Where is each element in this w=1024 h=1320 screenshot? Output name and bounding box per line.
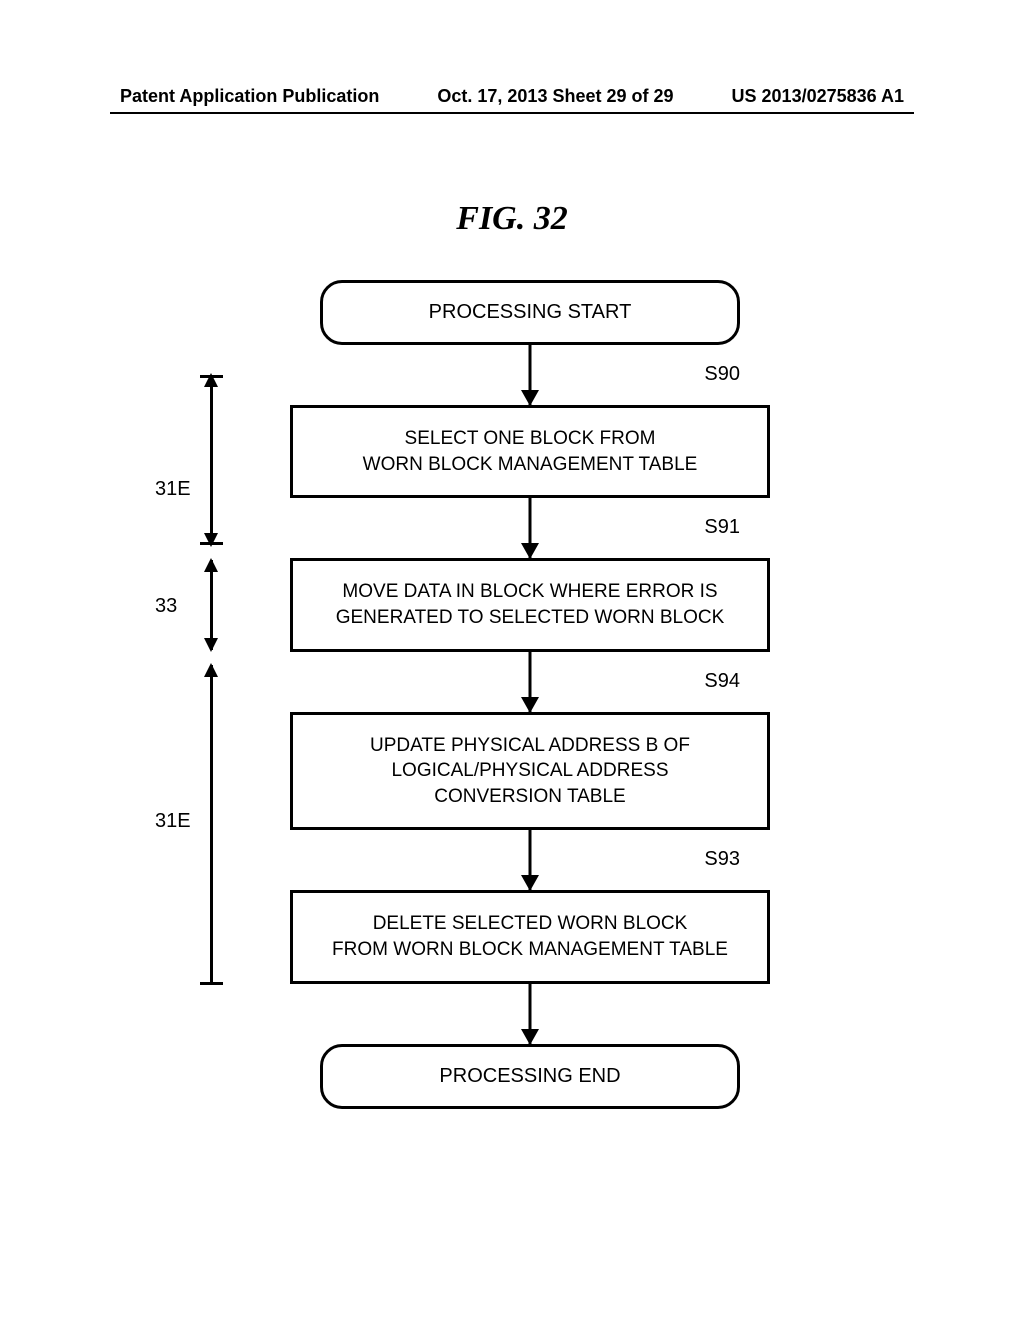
- connector-end: [290, 984, 770, 1044]
- process-text: UPDATE PHYSICAL ADDRESS B OFLOGICAL/PHYS…: [370, 735, 690, 807]
- process-s91: MOVE DATA IN BLOCK WHERE ERROR ISGENERAT…: [290, 558, 770, 651]
- header-rule: [110, 112, 914, 114]
- step-label-s90: S90: [704, 363, 740, 386]
- process-s94: UPDATE PHYSICAL ADDRESS B OFLOGICAL/PHYS…: [290, 712, 770, 831]
- terminal-end: PROCESSING END: [320, 1044, 740, 1109]
- process-text: DELETE SELECTED WORN BLOCKFROM WORN BLOC…: [332, 913, 728, 960]
- side-label-1: 31E: [155, 478, 191, 501]
- side-label-2: 33: [155, 595, 177, 618]
- header-left: Patent Application Publication: [120, 86, 379, 107]
- process-s90: SELECT ONE BLOCK FROMWORN BLOCK MANAGEME…: [290, 405, 770, 498]
- step-label-s91: S91: [704, 516, 740, 539]
- process-text: MOVE DATA IN BLOCK WHERE ERROR ISGENERAT…: [336, 581, 725, 628]
- figure-title: FIG. 32: [0, 200, 1024, 238]
- terminal-start: PROCESSING START: [320, 280, 740, 345]
- bracket-2: [210, 560, 213, 650]
- connector-s91: S91: [290, 498, 770, 558]
- side-label-3: 31E: [155, 810, 191, 833]
- bracket-1: [210, 375, 213, 545]
- page-header: Patent Application Publication Oct. 17, …: [0, 86, 1024, 107]
- process-s93: DELETE SELECTED WORN BLOCKFROM WORN BLOC…: [290, 890, 770, 983]
- connector-s90: S90: [290, 345, 770, 405]
- connector-s93: S93: [290, 830, 770, 890]
- step-label-s94: S94: [704, 670, 740, 693]
- step-label-s93: S93: [704, 848, 740, 871]
- flowchart: PROCESSING START S90 SELECT ONE BLOCK FR…: [290, 280, 770, 1109]
- process-text: SELECT ONE BLOCK FROMWORN BLOCK MANAGEME…: [363, 428, 698, 475]
- bracket-3: [210, 665, 213, 985]
- header-center: Oct. 17, 2013 Sheet 29 of 29: [437, 86, 673, 107]
- connector-s94: S94: [290, 652, 770, 712]
- page: Patent Application Publication Oct. 17, …: [0, 0, 1024, 1320]
- header-right: US 2013/0275836 A1: [732, 86, 904, 107]
